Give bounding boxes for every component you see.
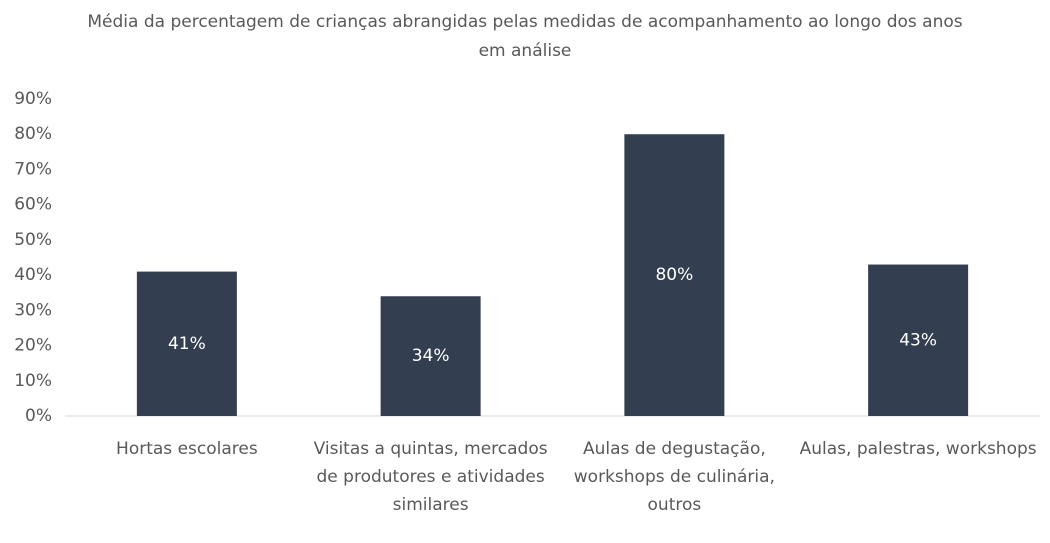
y-tick-label: 40% bbox=[14, 265, 52, 285]
y-tick-label: 0% bbox=[25, 406, 52, 426]
y-tick-label: 10% bbox=[14, 371, 52, 391]
y-tick-label: 20% bbox=[14, 336, 52, 356]
chart-title: Média da percentagem de crianças abrangi… bbox=[87, 12, 963, 61]
y-tick-label: 30% bbox=[14, 300, 52, 320]
value-label: 34% bbox=[412, 346, 450, 366]
x-tick-label: Aulas de degustação, workshops de culiná… bbox=[573, 439, 775, 515]
y-tick-label: 60% bbox=[14, 195, 52, 215]
y-tick-label: 80% bbox=[14, 124, 52, 144]
value-label: 41% bbox=[168, 334, 206, 354]
x-tick-label: Hortas escolares bbox=[116, 439, 258, 459]
x-tick-label: Aulas, palestras, workshops bbox=[799, 439, 1037, 459]
bar bbox=[136, 271, 237, 416]
value-label: 43% bbox=[899, 330, 937, 350]
y-tick-label: 50% bbox=[14, 230, 52, 250]
value-label: 80% bbox=[655, 265, 693, 285]
bar bbox=[380, 296, 481, 416]
y-tick-label: 90% bbox=[14, 89, 52, 109]
y-tick-label: 70% bbox=[14, 159, 52, 179]
bar bbox=[624, 134, 725, 416]
x-tick-label: Visitas a quintas, mercados de produtore… bbox=[313, 439, 548, 515]
bar bbox=[868, 264, 969, 416]
